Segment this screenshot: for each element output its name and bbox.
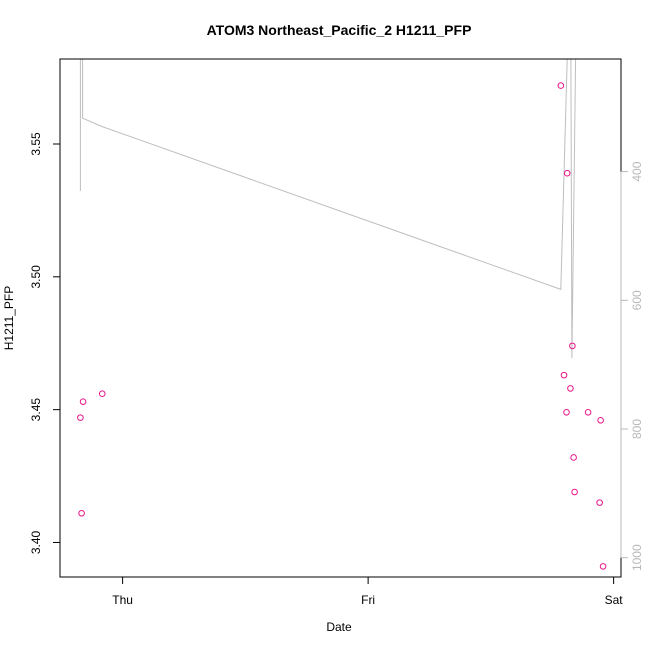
data-point <box>77 414 84 421</box>
y-axis-left: 3.40 3.45 3.50 3.55 <box>29 132 61 554</box>
line-layer <box>79 59 578 359</box>
data-point <box>571 488 578 496</box>
x-axis-label: Date <box>326 620 352 634</box>
data-point <box>557 82 565 89</box>
data-point <box>560 371 568 379</box>
data-point <box>79 398 87 405</box>
y-tick-label: 3.45 <box>29 398 43 422</box>
point-layer <box>77 82 607 570</box>
data-point <box>78 509 85 517</box>
y2-tick-label: 600 <box>630 290 644 310</box>
data-point <box>596 499 603 506</box>
data-point <box>569 342 576 350</box>
y2-tick-label: 400 <box>630 161 644 181</box>
chart-title: ATOM3 Northeast_Pacific_2 H1211_PFP <box>207 22 472 38</box>
y-tick-label: 3.40 <box>29 530 43 554</box>
y-axis-label: H1211_PFP <box>2 286 16 350</box>
y-axis-right: 400 600 800 1000 <box>620 161 644 571</box>
data-point <box>597 416 604 424</box>
plot-frame <box>59 58 622 578</box>
y-tick-label: 3.50 <box>29 265 43 289</box>
data-point <box>563 409 570 416</box>
data-point <box>570 454 577 461</box>
x-tick-label: Thu <box>112 593 133 607</box>
data-point <box>584 409 592 416</box>
data-point <box>567 385 574 392</box>
data-point <box>563 169 571 177</box>
x-axis: Thu Fri Sat <box>112 576 624 607</box>
data-point <box>599 563 607 570</box>
x-tick-label: Fri <box>361 593 375 607</box>
y2-tick-label: 1000 <box>630 544 644 571</box>
x-tick-label: Sat <box>605 593 624 607</box>
y-tick-label: 3.55 <box>29 132 43 156</box>
y2-tick-label: 800 <box>630 419 644 439</box>
series-line <box>79 59 578 359</box>
data-point <box>98 390 106 398</box>
